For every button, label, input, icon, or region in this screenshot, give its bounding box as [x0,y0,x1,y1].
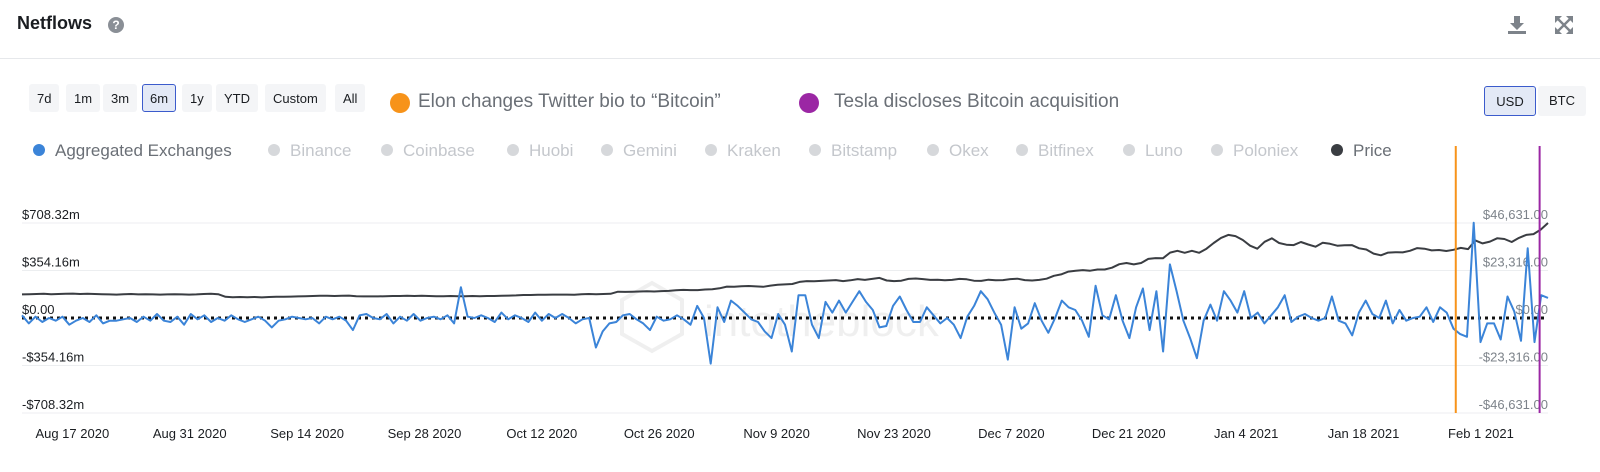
series-line-aggregated-exchanges [21,221,1549,365]
legend-item-gemini[interactable]: Gemini [601,141,677,161]
page-title: Netflows [17,13,93,33]
legend-label: Bitfinex [1038,141,1094,160]
expand-icon[interactable] [1553,14,1575,36]
panel-header: Netflows ? [0,0,1600,59]
legend-label: Poloniex [1233,141,1299,160]
legend-item-coinbase[interactable]: Coinbase [381,141,475,161]
legend-label: Aggregated Exchanges [55,141,232,160]
y-left-tick-label: -$708.32m [22,397,84,412]
x-tick-label: Sep 14 2020 [270,426,344,441]
range-ytd-button[interactable]: YTD [216,84,258,112]
legend-item-aggregated-exchanges[interactable]: Aggregated Exchanges [33,141,232,161]
range-1y-button[interactable]: 1y [182,84,212,112]
legend-dot [705,144,717,156]
legend-item-bitfinex[interactable]: Bitfinex [1016,141,1094,161]
legend-item-bitstamp[interactable]: Bitstamp [809,141,897,161]
y-left-tick-label: -$354.16m [22,350,84,365]
range-custom-button[interactable]: Custom [265,84,326,112]
legend-dot [381,144,393,156]
legend-item-binance[interactable]: Binance [268,141,351,161]
legend-label: Binance [290,141,352,160]
legend-dot [927,144,939,156]
legend-item-kraken[interactable]: Kraken [705,141,781,161]
legend-item-luno[interactable]: Luno [1123,141,1183,161]
legend-label: Luno [1145,141,1183,160]
question-circle-icon[interactable]: ? [108,17,124,33]
range-all-button[interactable]: All [335,84,366,112]
x-axis: Aug 17 2020 Aug 31 2020 Sep 14 2020 Sep 28 … [35,426,1513,441]
y-right-tick-label: $23,316.00 [1483,254,1548,269]
x-tick-label: Dec 21 2020 [1092,426,1166,441]
legend-dot [1331,144,1343,156]
y-right-tick-label: -$23,316.00 [1479,350,1548,365]
legend-dot [1211,144,1223,156]
x-tick-label: Nov 23 2020 [857,426,931,441]
event-tesla-label[interactable]: Tesla discloses Bitcoin acquisition [834,91,1120,112]
currency-usd-button[interactable]: USD [1484,86,1536,116]
legend-dot [1123,144,1135,156]
legend-label: Gemini [623,141,677,160]
y-left-tick-label: $0.00 [22,302,55,317]
legend-dot [268,144,280,156]
legend-dot [809,144,821,156]
legend-dot [601,144,613,156]
x-tick-label: Aug 31 2020 [153,426,227,441]
legend-item-huobi[interactable]: Huobi [507,141,573,161]
x-tick-label: Nov 9 2020 [743,426,810,441]
range-6m-button[interactable]: 6m [142,84,177,112]
range-3m-button[interactable]: 3m [103,84,138,112]
legend-item-poloniex[interactable]: Poloniex [1211,141,1298,161]
range-7d-button[interactable]: 7d [29,84,60,112]
x-tick-label: Dec 7 2020 [978,426,1045,441]
y-left-tick-label: $708.32m [22,207,80,222]
event-elon-label[interactable]: Elon changes Twitter bio to “Bitcoin” [418,91,721,112]
y-axis-right: $46,631.00$23,316.00$0.00-$23,316.00-$46… [1479,207,1548,412]
y-left-tick-label: $354.16m [22,255,80,270]
legend-label: Huobi [529,141,574,160]
x-tick-label: Jan 4 2021 [1214,426,1278,441]
event-tesla-dot[interactable] [799,93,819,113]
y-axis-left: $708.32m $354.16m $0.00 -$354.16m -$708.32m [22,207,84,412]
series-line-price [21,222,1549,299]
legend-label: Bitstamp [831,141,898,160]
grid-lines [22,222,1548,414]
series-layer [21,221,1549,365]
legend-item-okex[interactable]: Okex [927,141,989,161]
legend-dot [1016,144,1028,156]
x-tick-label: Sep 28 2020 [388,426,462,441]
legend-label: Kraken [727,141,781,160]
legend-label: Coinbase [403,141,475,160]
range-1m-button[interactable]: 1m [66,84,101,112]
x-tick-label: Feb 1 2021 [1448,426,1514,441]
event-elon-dot[interactable] [390,93,410,113]
y-right-tick-label: $46,631.00 [1483,207,1548,222]
legend-item-price[interactable]: Price [1331,141,1392,161]
legend-label: Okex [949,141,989,160]
x-tick-label: Aug 17 2020 [35,426,109,441]
legend-label: Price [1353,141,1392,160]
x-tick-label: Jan 18 2021 [1328,426,1400,441]
event-markers [1454,146,1541,413]
x-tick-label: Oct 26 2020 [624,426,695,441]
currency-btc-button[interactable]: BTC [1538,86,1586,116]
download-icon[interactable] [1506,14,1528,36]
x-tick-label: Oct 12 2020 [506,426,577,441]
y-right-tick-label: -$46,631.00 [1479,397,1548,412]
legend-dot [507,144,519,156]
legend-dot [33,144,45,156]
